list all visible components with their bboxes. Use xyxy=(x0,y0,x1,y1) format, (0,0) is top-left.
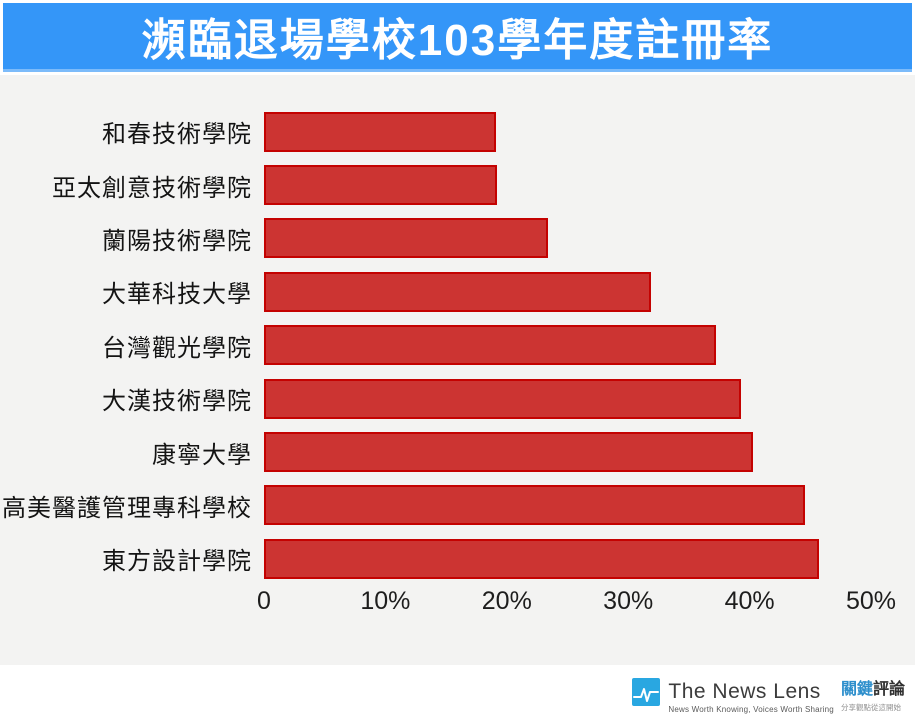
x-axis: 0 10% 20% 30% 40% 50% xyxy=(0,587,915,621)
title-bar: 瀕臨退場學校103學年度註冊率 xyxy=(3,3,912,72)
category-label: 亞太創意技術學院 xyxy=(52,174,252,202)
bar-row: 大漢技術學院 xyxy=(0,372,915,425)
pulse-line-icon xyxy=(632,678,661,706)
bar xyxy=(264,271,652,312)
bar-chart: 和春技術學院亞太創意技術學院蘭陽技術學院 大華科技大學 台灣觀光學院 大漢技術學院康寧… xyxy=(0,105,915,586)
brand-cjk-block: 關鍵評論 分享觀點從這開始 xyxy=(841,682,905,713)
bar xyxy=(264,485,806,526)
x-tick-label: 20% xyxy=(481,587,532,615)
x-tick-label: 10% xyxy=(360,587,411,615)
category-label: 大華科技大學 xyxy=(102,281,252,309)
footer: The News Lens News Worth Knowing, Voices… xyxy=(0,665,915,726)
brand-cjk-name: 關鍵評論 xyxy=(841,682,905,698)
category-label: 高美醫護管理專科學校 xyxy=(2,494,252,522)
bar-row: 蘭陽技術學院 xyxy=(0,212,915,265)
category-label: 和春技術學院 xyxy=(102,121,252,149)
chart-title: 瀕臨退場學校103學年度註冊率 xyxy=(141,16,774,65)
category-label: 康寧大學 xyxy=(152,441,252,469)
category-label: 東方設計學院 xyxy=(102,548,252,576)
bar xyxy=(264,325,716,366)
bar xyxy=(264,218,549,259)
brand-cjk-primary: 關鍵 xyxy=(840,681,873,698)
bar xyxy=(264,432,754,473)
bar xyxy=(264,378,742,419)
brand-name: The News Lens xyxy=(668,680,821,703)
bar-row: 康寧大學 xyxy=(0,425,915,478)
brand-cjk-tagline: 分享觀點從這開始 xyxy=(840,703,901,712)
category-label: 蘭陽技術學院 xyxy=(102,227,252,255)
news-lens-logo: The News Lens News Worth Knowing, Voices… xyxy=(632,678,905,714)
bar-row: 東方設計學院 xyxy=(0,532,915,585)
x-tick-label: 40% xyxy=(724,587,775,615)
brand-cjk-secondary: 評論 xyxy=(872,681,905,698)
bar xyxy=(264,538,819,579)
bar-row: 台灣觀光學院 xyxy=(0,319,915,372)
bar-row: 高美醫護管理專科學校 xyxy=(0,479,915,532)
bar-row: 亞太創意技術學院 xyxy=(0,158,915,211)
category-label: 台灣觀光學院 xyxy=(102,334,252,362)
bar-row: 大華科技大學 xyxy=(0,265,915,318)
chart-area: 和春技術學院亞太創意技術學院蘭陽技術學院 大華科技大學 台灣觀光學院 大漢技術學院康寧… xyxy=(0,75,915,665)
x-tick-label: 30% xyxy=(603,587,654,615)
bar xyxy=(264,111,496,152)
brand-text-block: The News Lens News Worth Knowing, Voices… xyxy=(668,678,834,714)
x-tick-label: 50% xyxy=(845,587,897,615)
x-tick-label: 0 xyxy=(257,587,271,615)
bar-row: 和春技術學院 xyxy=(0,105,915,158)
bar xyxy=(264,165,498,206)
category-label: 大漢技術學院 xyxy=(102,388,252,416)
brand-tagline: News Worth Knowing, Voices Worth Sharing xyxy=(668,705,834,714)
